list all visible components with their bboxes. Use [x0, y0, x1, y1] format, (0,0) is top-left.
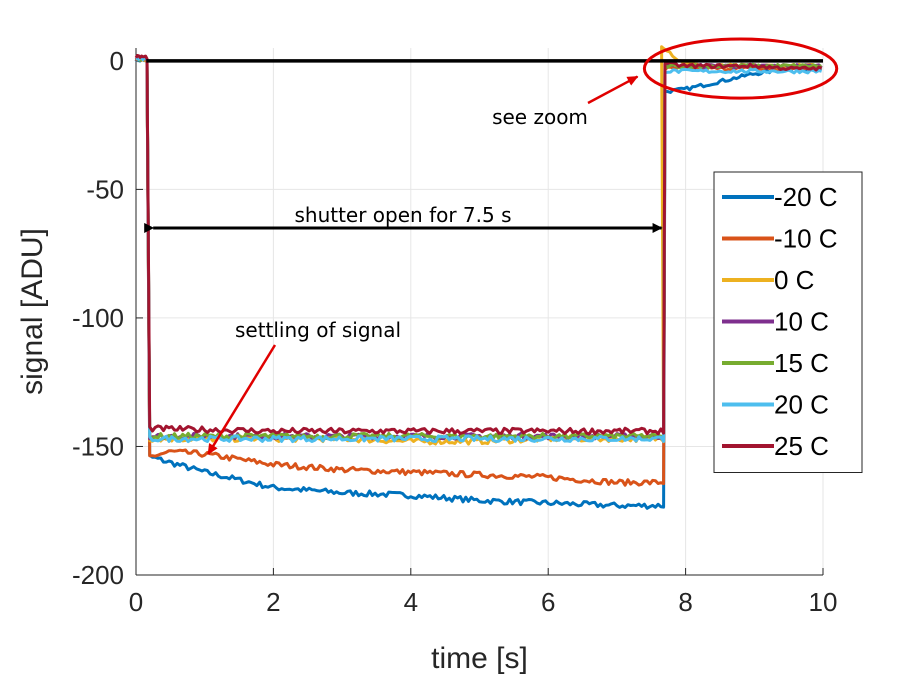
y-axis-label: signal [ADU] [16, 228, 49, 395]
legend-label: 0 C [774, 265, 814, 295]
legend-label: -20 C [774, 182, 838, 212]
annotations: shutter open for 7.5 s settling of signa… [144, 37, 839, 456]
x-tick-label: 0 [129, 587, 143, 617]
y-tick-label: 0 [110, 46, 124, 76]
x-axis-label: time [s] [431, 642, 528, 675]
series-line [134, 54, 823, 436]
zoom-annotation: see zoom [492, 105, 588, 129]
y-tick-label: -50 [86, 174, 124, 204]
settling-arrow [207, 344, 277, 456]
legend-label: 15 C [774, 348, 829, 378]
settling-annotation: settling of signal [235, 318, 401, 342]
x-tick-label: 8 [678, 587, 692, 617]
legend-label: -10 C [774, 224, 838, 254]
legend-label: 20 C [774, 390, 829, 420]
legend-label: 25 C [774, 431, 829, 461]
zoom-arrow [587, 75, 639, 105]
legend: -20 C -10 C 0 C 10 C 15 C 20 C 25 C [713, 171, 863, 473]
axes: 0 2 4 6 8 10 0 -50 -100 -150 -200 [72, 46, 838, 617]
x-tick-label: 6 [541, 587, 555, 617]
y-tick-label: -100 [72, 303, 124, 333]
grid [135, 48, 824, 576]
x-tick-label: 10 [809, 587, 838, 617]
y-tick-label: -150 [72, 431, 124, 461]
legend-label: 10 C [774, 307, 829, 337]
plot-area [136, 48, 823, 575]
shutter-annotation: shutter open for 7.5 s [294, 203, 511, 227]
x-tick-label: 4 [404, 587, 418, 617]
zoom-ellipse [642, 37, 839, 100]
series-line [135, 55, 823, 444]
y-tick-label: -200 [72, 560, 124, 590]
series-line [134, 57, 823, 510]
x-tick-label: 2 [266, 587, 280, 617]
series-layer [134, 45, 823, 510]
